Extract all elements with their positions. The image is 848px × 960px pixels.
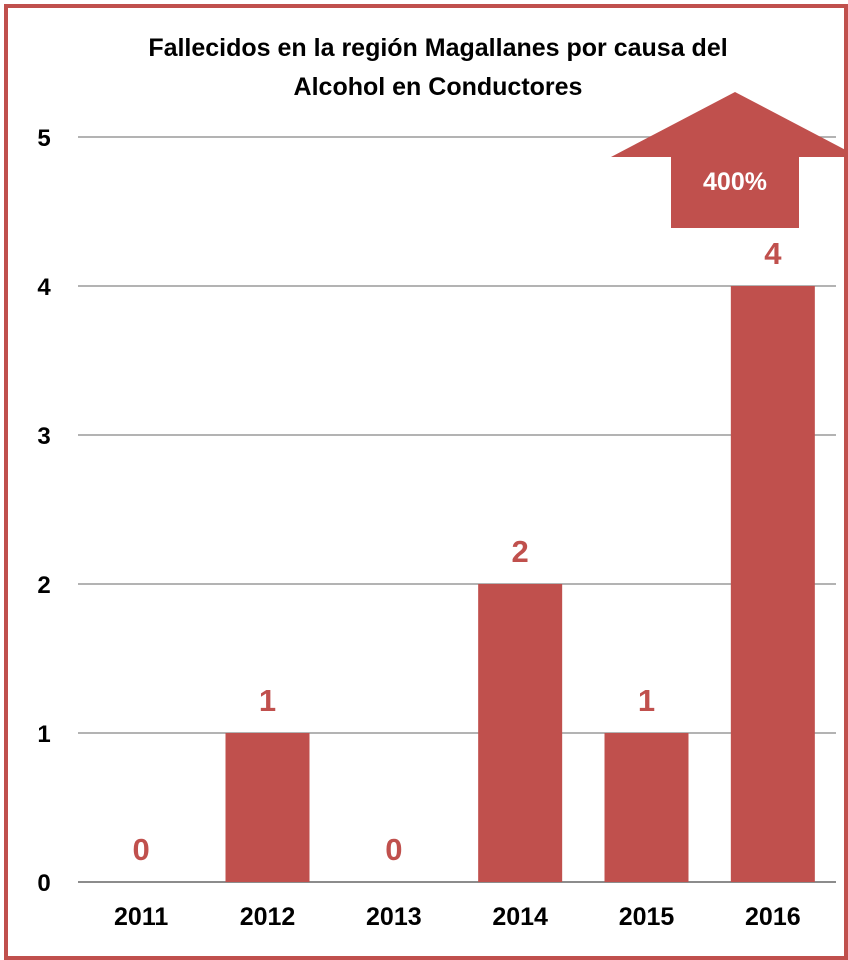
chart-title-line-2: Alcohol en Conductores	[294, 73, 583, 101]
bar-2016	[730, 286, 815, 882]
y-tick-label-4: 4	[37, 274, 51, 301]
data-label-2011: 0	[133, 832, 150, 867]
x-tick-label-2013: 2013	[366, 903, 422, 931]
data-label-2015: 1	[638, 683, 655, 718]
y-tick-label-1: 1	[37, 721, 50, 748]
y-tick-label-3: 3	[37, 423, 50, 450]
y-tick-label-2: 2	[37, 572, 50, 599]
data-label-2013: 0	[385, 832, 402, 867]
y-axis-ticks: 0 1 2 3 4 5	[37, 125, 51, 897]
x-tick-label-2012: 2012	[240, 903, 296, 931]
x-axis-ticks: 2011 2012 2013 2014 2015 2016	[114, 903, 801, 931]
data-label-2012: 1	[259, 683, 276, 718]
x-tick-label-2011: 2011	[114, 903, 168, 931]
data-label-2016: 4	[764, 236, 782, 271]
y-tick-label-5: 5	[37, 125, 50, 152]
chart-title: Fallecidos en la región Magallanes por c…	[148, 34, 727, 101]
increase-arrow-annotation: 400%	[611, 92, 848, 228]
x-tick-label-2016: 2016	[745, 903, 801, 931]
x-tick-label-2014: 2014	[492, 903, 548, 931]
x-tick-label-2015: 2015	[619, 903, 675, 931]
y-tick-label-0: 0	[37, 870, 50, 897]
bars	[225, 286, 815, 882]
gridlines	[78, 136, 836, 883]
bar-2014	[478, 584, 563, 882]
data-label-2014: 2	[512, 534, 529, 569]
bar-2012	[225, 733, 310, 882]
data-labels: 0 1 0 2 1 4	[133, 236, 783, 867]
bar-2015	[604, 733, 689, 882]
up-arrow-icon	[611, 92, 848, 228]
arrow-percentage-label: 400%	[703, 168, 767, 196]
chart-title-line-1: Fallecidos en la región Magallanes por c…	[148, 34, 727, 62]
